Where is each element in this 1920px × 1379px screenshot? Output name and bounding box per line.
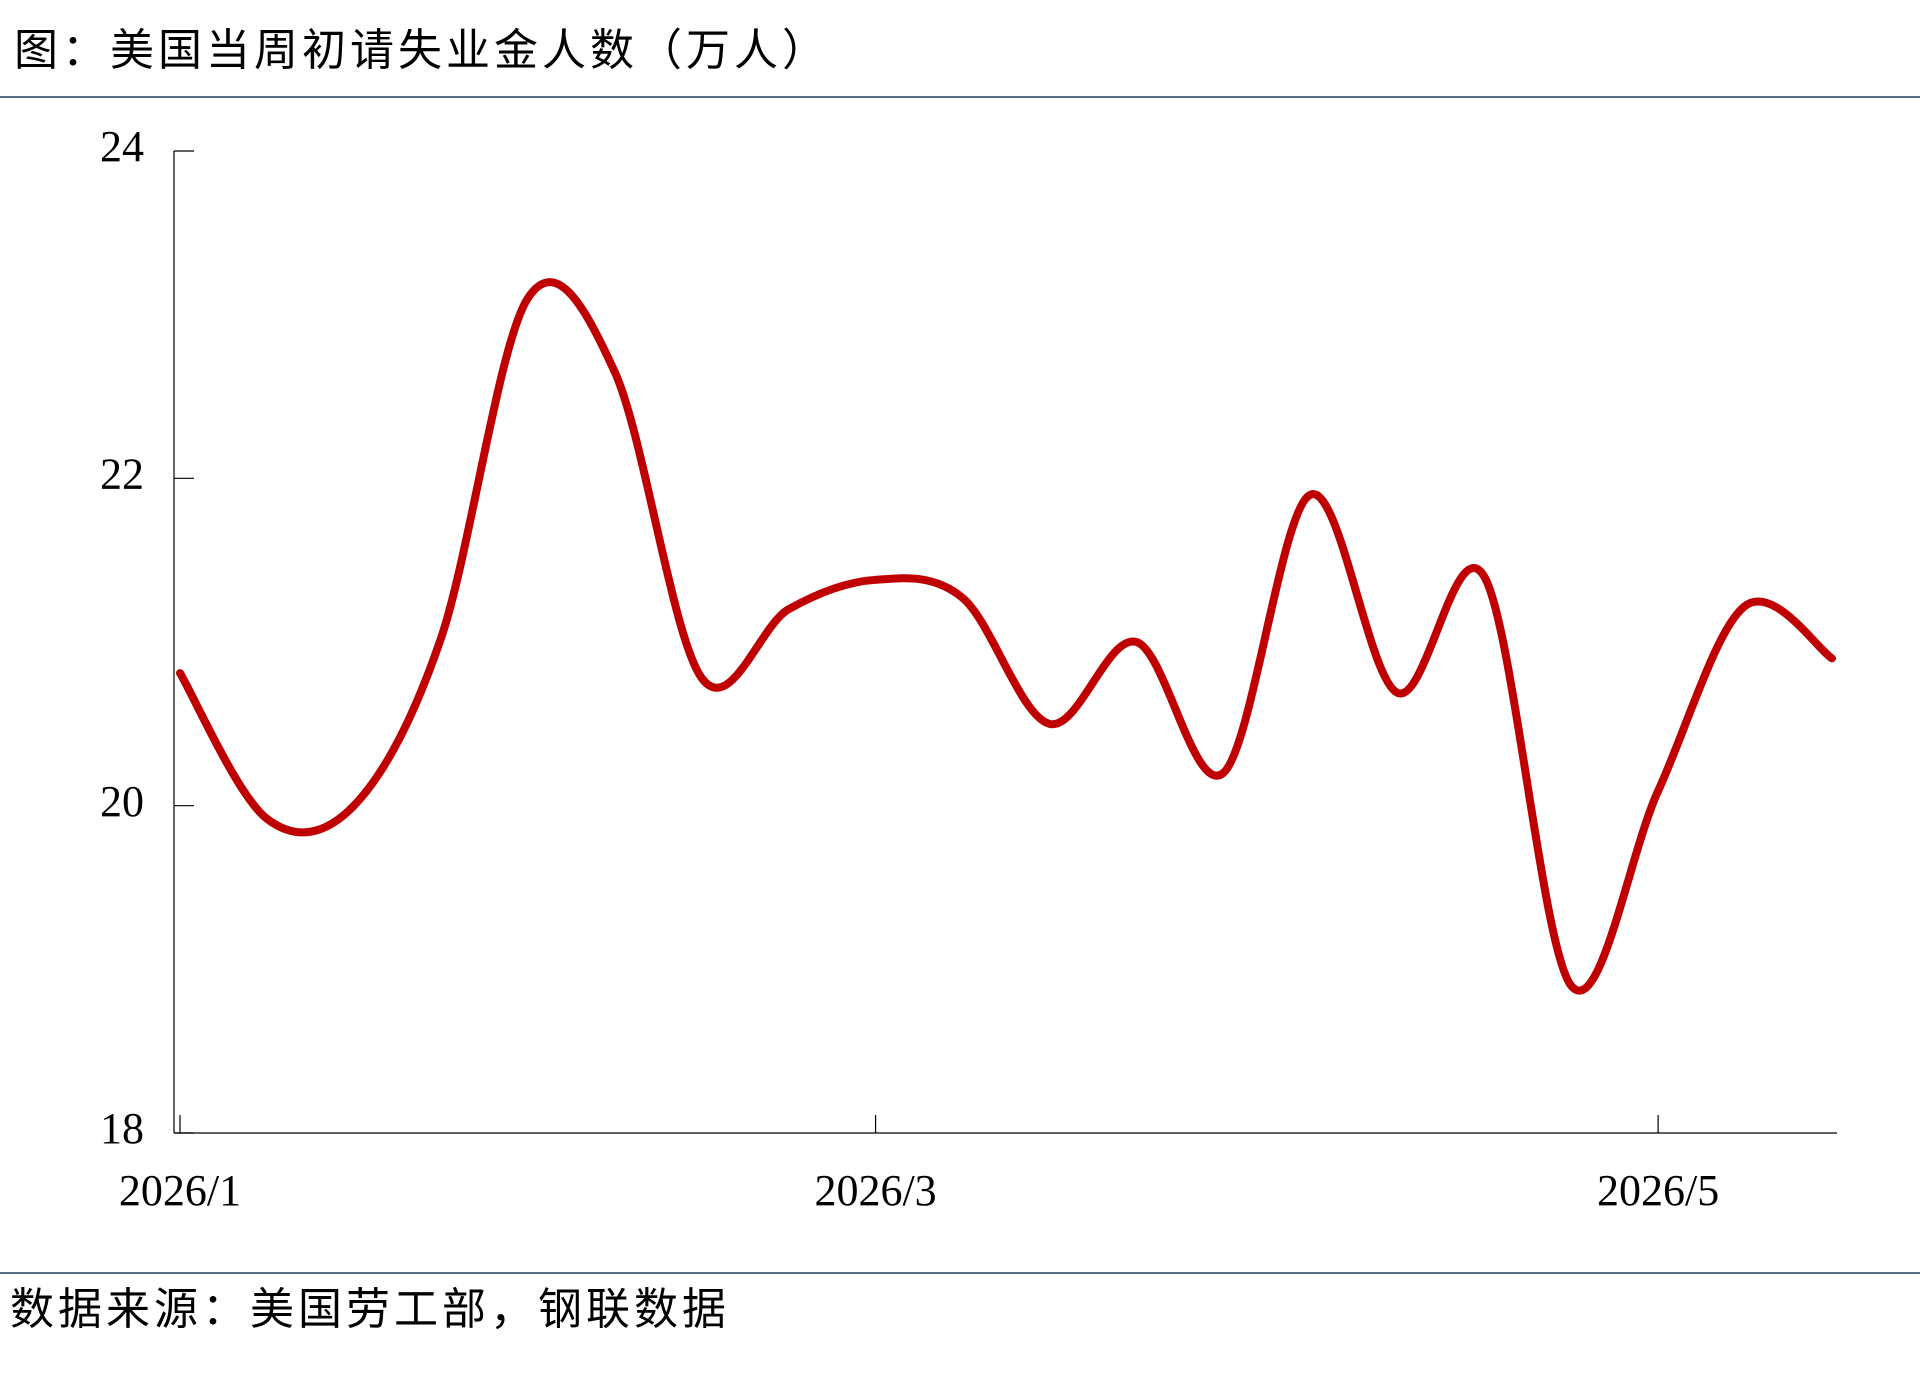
y-tick-label: 18 [100,1104,144,1153]
data-line [176,278,1836,995]
x-tick-label: 2026/5 [1597,1166,1719,1215]
chart-title: 图：美国当周初请失业金人数（万人） [14,26,830,75]
y-tick-label: 24 [100,122,144,171]
x-tick-label: 2026/3 [814,1166,936,1215]
source-note: 数据来源：美国劳工部，钢联数据 [10,1285,730,1334]
y-tick-label: 20 [100,777,144,826]
x-tick-label: 2026/1 [119,1166,241,1215]
y-tick-label: 22 [100,449,144,498]
